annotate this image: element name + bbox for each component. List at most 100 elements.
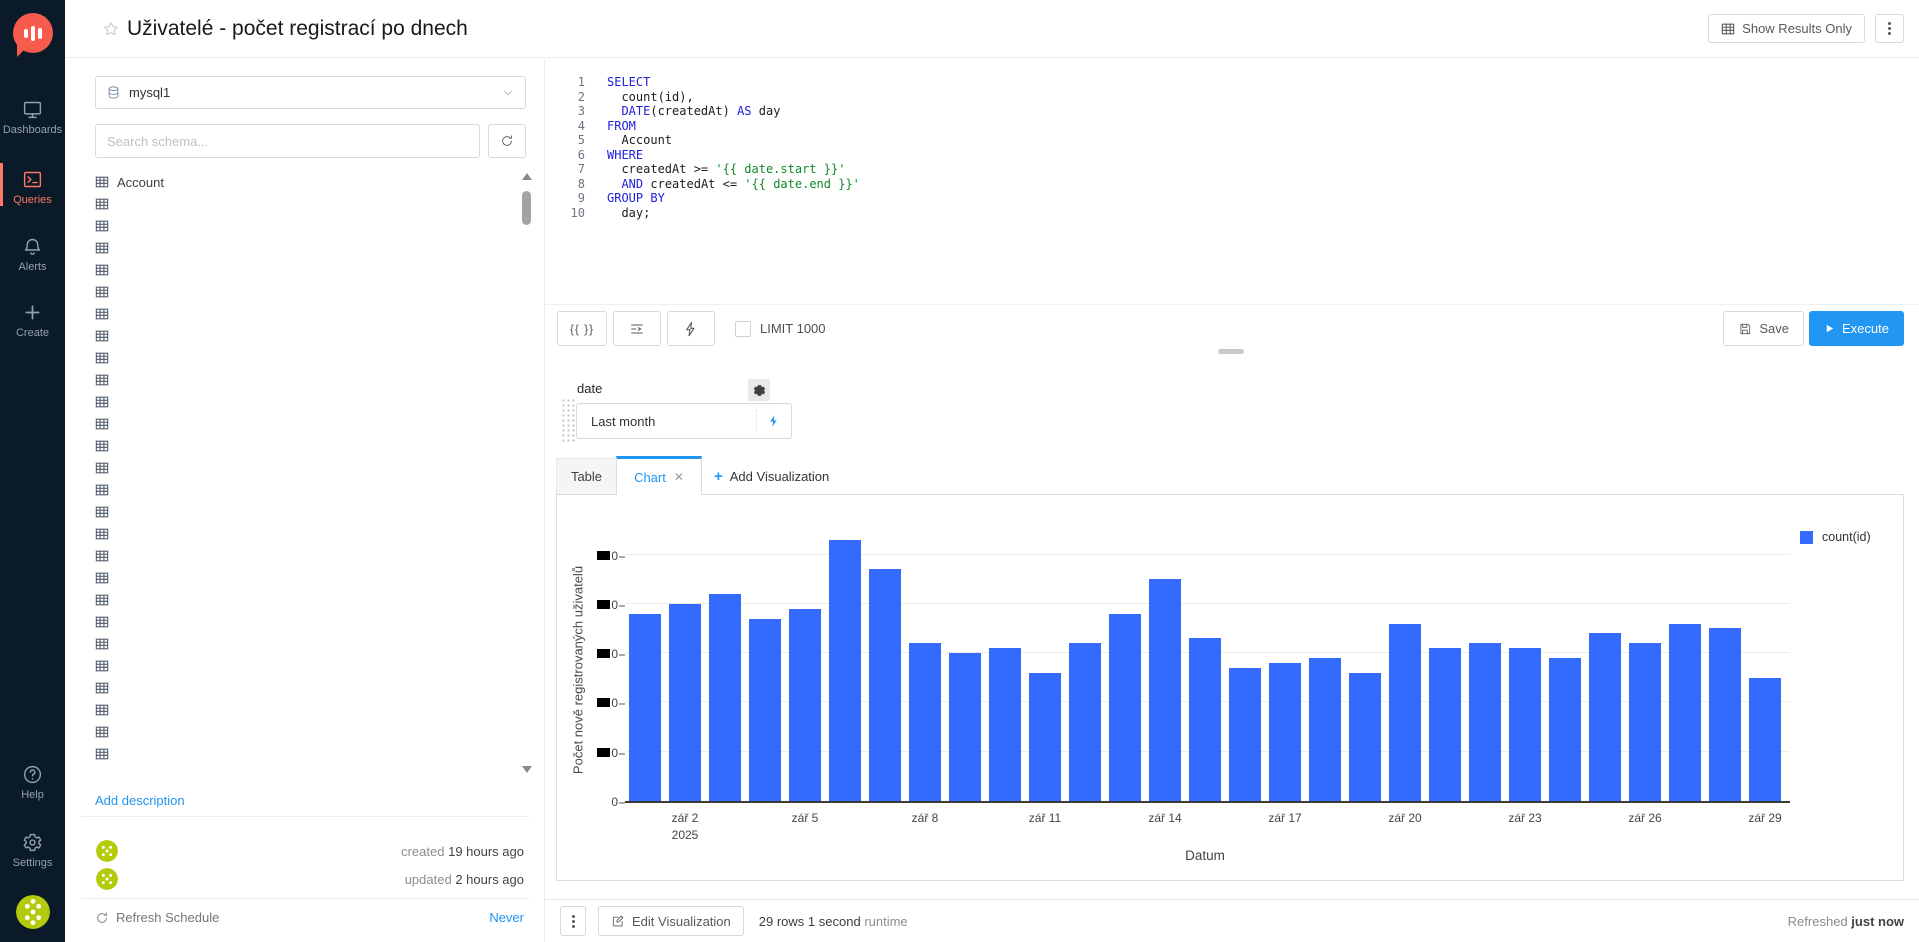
result-stats: 29 rows 1 second runtime (759, 914, 908, 929)
parameter-settings-button[interactable] (748, 379, 770, 401)
chart-bar (869, 569, 901, 801)
lightning-icon (683, 321, 699, 337)
schema-table-row[interactable] (95, 281, 505, 303)
autocomplete-params-button[interactable]: {{ }} (557, 311, 607, 346)
refreshed-status: Refreshed just now (1788, 914, 1904, 929)
sidebar-item-help[interactable]: Help (0, 758, 65, 801)
execute-button[interactable]: Execute (1809, 311, 1904, 346)
line-number: 8 (557, 177, 585, 192)
refresh-schedule-button[interactable]: Refresh Schedule (95, 910, 219, 925)
apply-changes-lightning-icon[interactable] (757, 414, 791, 428)
table-icon (95, 329, 109, 343)
schema-table-row[interactable] (95, 523, 505, 545)
page-title[interactable]: Uživatelé - počet registrací po dnech (127, 17, 468, 41)
result-footer: Edit Visualization 29 rows 1 second runt… (545, 899, 1919, 942)
scrollbar-thumb[interactable] (522, 191, 531, 225)
scroll-up-icon[interactable] (522, 173, 532, 180)
parameter-value-input[interactable]: Last month (576, 403, 792, 439)
schema-table-row[interactable] (95, 699, 505, 721)
resize-handle[interactable] (1218, 349, 1244, 354)
schema-table-row[interactable] (95, 633, 505, 655)
limit-checkbox[interactable] (735, 321, 751, 337)
sql-editor[interactable]: 1SELECT2 count(id),3 DATE(createdAt) AS … (557, 66, 1904, 298)
schema-table-row[interactable] (95, 501, 505, 523)
schema-table-row[interactable] (95, 193, 505, 215)
parameter-value: Last month (591, 414, 756, 429)
sidebar-item-alerts[interactable]: Alerts (0, 230, 65, 273)
y-tick-mark (619, 654, 625, 656)
schema-table-row[interactable] (95, 479, 505, 501)
create-icon (0, 302, 65, 323)
chart-bar (1389, 624, 1421, 801)
chart-x-axis-title: Datum (1185, 848, 1225, 863)
query-menu-button[interactable] (1875, 14, 1904, 43)
schema-table-row[interactable] (95, 215, 505, 237)
edit-visualization-button[interactable]: Edit Visualization (598, 906, 744, 936)
parameter-drag-handle[interactable] (561, 398, 575, 444)
schema-table-row[interactable] (95, 611, 505, 633)
plus-icon: + (714, 468, 723, 485)
close-tab-icon[interactable]: ✕ (674, 470, 684, 484)
add-description-link[interactable]: Add description (95, 793, 185, 808)
line-number: 9 (557, 191, 585, 206)
schema-table-row[interactable] (95, 413, 505, 435)
schema-table-row[interactable] (95, 325, 505, 347)
schema-table-row[interactable] (95, 721, 505, 743)
save-button[interactable]: Save (1723, 311, 1804, 346)
search-schema-input[interactable] (95, 124, 480, 158)
schema-table-row[interactable] (95, 303, 505, 325)
table-icon (95, 461, 109, 475)
chart-legend[interactable]: count(id) (1800, 530, 1871, 544)
refresh-schema-button[interactable] (488, 124, 526, 158)
line-number: 3 (557, 104, 585, 119)
autocomplete-toggle-button[interactable] (667, 311, 715, 346)
sidebar-item-dashboards[interactable]: Dashboards (0, 93, 65, 136)
add-visualization-button[interactable]: + Add Visualization (714, 458, 829, 494)
schema-table-row[interactable] (95, 457, 505, 479)
schema-table-row[interactable] (95, 677, 505, 699)
schema-table-row[interactable] (95, 435, 505, 457)
y-tick-label: 0 (548, 795, 618, 809)
schema-table-row[interactable]: Account (95, 171, 505, 193)
table-icon (95, 307, 109, 321)
refresh-schedule-value-link[interactable]: Never (489, 910, 524, 925)
favorite-star-icon[interactable] (102, 20, 120, 38)
schema-table-row[interactable] (95, 743, 505, 765)
line-number: 7 (557, 162, 585, 177)
schema-scrollbar[interactable] (520, 173, 532, 773)
schema-table-row[interactable] (95, 259, 505, 281)
schema-table-row[interactable] (95, 545, 505, 567)
table-icon (95, 615, 109, 629)
line-number: 5 (557, 133, 585, 148)
schema-table-row[interactable] (95, 347, 505, 369)
schema-table-row[interactable] (95, 237, 505, 259)
chart-bar (1229, 668, 1261, 801)
chart-bar (1349, 673, 1381, 801)
show-results-only-button[interactable]: Show Results Only (1708, 14, 1865, 43)
chevron-down-icon (501, 86, 515, 100)
format-query-button[interactable] (613, 311, 661, 346)
redash-logo[interactable] (13, 13, 53, 53)
schema-table-row[interactable] (95, 589, 505, 611)
schema-table-row[interactable] (95, 369, 505, 391)
schema-table-row[interactable] (95, 567, 505, 589)
sidebar-item-settings[interactable]: Settings (0, 826, 65, 869)
tab-chart[interactable]: Chart ✕ (616, 456, 702, 495)
datasource-select[interactable]: mysql1 (95, 76, 526, 109)
code-line: 5 Account (557, 133, 1904, 148)
scroll-down-icon[interactable] (522, 766, 532, 773)
x-tick-label: zář 8 (883, 810, 967, 827)
schema-table-row[interactable] (95, 655, 505, 677)
sidebar-item-create[interactable]: Create (0, 296, 65, 339)
chart-bar (1429, 648, 1461, 801)
visualization-menu-button[interactable] (560, 906, 586, 936)
table-icon (95, 703, 109, 717)
settings-icon (0, 832, 65, 853)
sidebar-item-queries[interactable]: Queries (0, 163, 65, 206)
code-line: 3 DATE(createdAt) AS day (557, 104, 1904, 119)
divider (81, 898, 529, 899)
user-avatar[interactable] (16, 895, 50, 929)
tab-table[interactable]: Table (556, 458, 617, 494)
schema-table-row[interactable] (95, 391, 505, 413)
table-icon (95, 747, 109, 761)
